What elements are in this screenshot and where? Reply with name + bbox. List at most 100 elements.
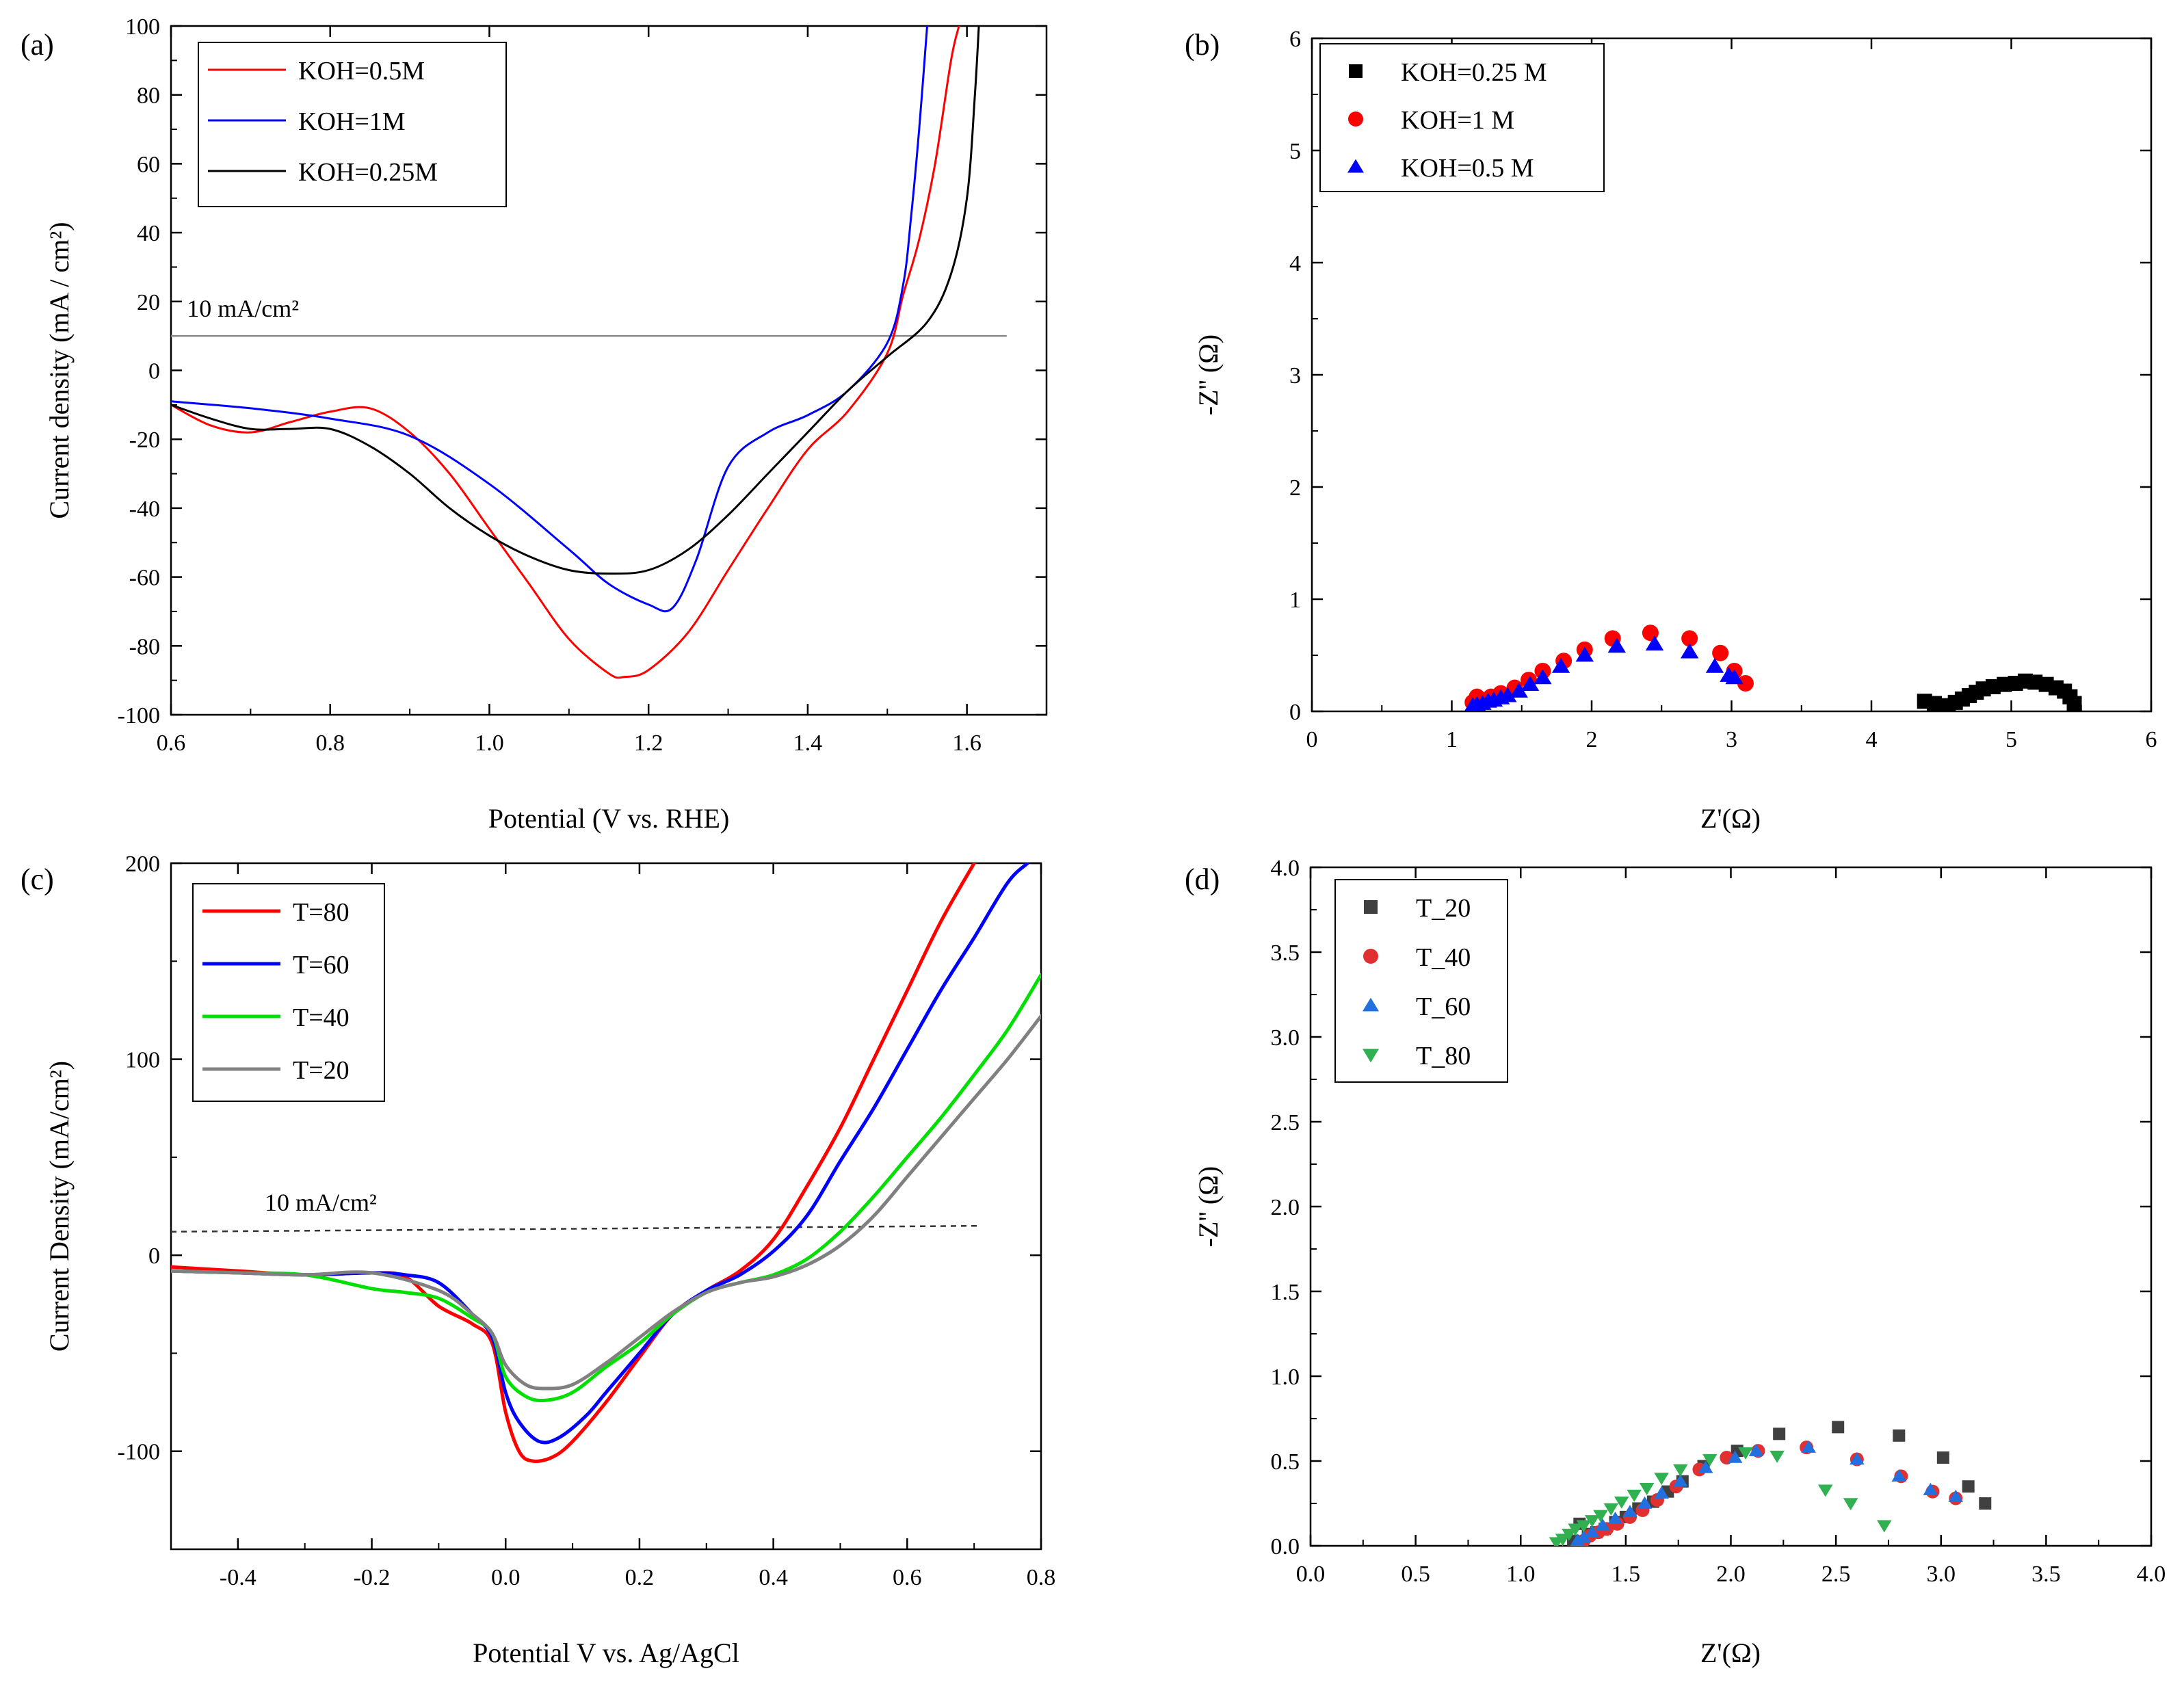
data-point — [1562, 1528, 1577, 1541]
x-tick-label: 0.5 — [1401, 1562, 1430, 1587]
y-tick-label: 3.5 — [1271, 940, 1300, 966]
legend-label: KOH=1M — [298, 107, 406, 136]
series-line — [171, 26, 960, 679]
data-point — [1680, 643, 1699, 659]
x-tick-label: -0.4 — [220, 1565, 256, 1590]
data-point — [1672, 1464, 1688, 1477]
x-tick-label: 5 — [2005, 727, 2017, 752]
legend-label: T=20 — [293, 1056, 350, 1085]
series-line — [171, 1014, 1041, 1391]
data-point — [1593, 1510, 1608, 1523]
data-point — [1654, 1473, 1669, 1486]
plot-area — [1549, 1421, 1992, 1546]
data-point — [1570, 1534, 1585, 1546]
y-tick-label: 0 — [1289, 700, 1301, 725]
series-line — [171, 863, 976, 1463]
x-tick-label: 0.6 — [893, 1565, 922, 1590]
y-tick-label: 3 — [1289, 363, 1301, 389]
legend-marker — [1363, 997, 1379, 1012]
legend-label: T_60 — [1416, 992, 1471, 1021]
y-tick-label: 20 — [137, 290, 160, 315]
data-point — [1923, 1482, 1938, 1495]
y-tick-label: 1.5 — [1271, 1280, 1300, 1305]
y-tick-label: 40 — [137, 221, 160, 246]
legend-label: KOH=1 M — [1401, 106, 1514, 135]
data-point — [1654, 1486, 1669, 1499]
data-point — [1891, 1469, 1907, 1482]
x-axis-title: Potential (V vs. RHE) — [488, 803, 730, 834]
data-point — [1555, 1534, 1570, 1546]
legend-marker — [1347, 159, 1364, 173]
x-tick-label: 0.6 — [157, 731, 186, 756]
x-tick-label: 0.4 — [759, 1565, 788, 1590]
legend: T=80 T=60 T=40 T=20 — [192, 883, 385, 1102]
x-tick-label: 1.0 — [475, 731, 504, 756]
data-point — [1614, 1496, 1629, 1509]
reference-line-label: 10 mA/cm² — [187, 295, 299, 322]
panel-label: (a) — [21, 28, 54, 62]
data-point — [1876, 1520, 1892, 1533]
y-tick-label: -20 — [129, 427, 160, 453]
y-tick-label: 60 — [137, 152, 160, 177]
data-point — [1962, 1480, 1975, 1493]
data-point — [1705, 657, 1724, 673]
data-point — [1510, 682, 1528, 698]
y-tick-label: 2.5 — [1271, 1110, 1300, 1135]
data-point — [1738, 1447, 1753, 1460]
x-tick-label: 4 — [1866, 727, 1878, 752]
plot-area — [171, 863, 1041, 1463]
series-line — [171, 26, 980, 575]
x-tick-label: 0.2 — [625, 1565, 655, 1590]
y-tick-label: -100 — [118, 1440, 160, 1465]
legend-label: T_80 — [1416, 1042, 1471, 1070]
y-tick-label: 0 — [148, 1244, 160, 1269]
legend-box — [1319, 43, 1605, 192]
legend: KOH=0.5M KOH=1M KOH=0.25M — [198, 42, 507, 207]
panel-a: 0.6 0.8 1.0 1.2 1.4 1.6 -100 -80 -60 -40 -20 0 20 40 6… — [21, 14, 1048, 834]
y-tick-label: 1 — [1289, 588, 1301, 613]
data-point — [1948, 1489, 1964, 1502]
panel-label: (d) — [1185, 863, 1220, 896]
y-axis-title: -Z'' (Ω) — [1193, 334, 1224, 416]
data-point — [1936, 1451, 1949, 1464]
y-tick-label: 80 — [137, 83, 160, 109]
data-point — [1843, 1498, 1858, 1511]
x-axis-title: Potential V vs. Ag/AgCl — [473, 1637, 739, 1668]
data-point — [1725, 669, 1744, 685]
y-tick-label: 4 — [1289, 251, 1301, 276]
data-point — [1773, 1428, 1786, 1440]
y-tick-label: 0.0 — [1271, 1534, 1300, 1560]
data-point — [1568, 1523, 1583, 1536]
x-tick-label: 0 — [1306, 727, 1318, 752]
x-tick-label: 1.6 — [952, 731, 982, 756]
y-tick-label: 100 — [125, 14, 160, 40]
data-point — [1645, 635, 1664, 651]
x-tick-label: 0.0 — [491, 1565, 521, 1590]
legend-label: T_20 — [1416, 894, 1471, 923]
y-tick-label: 2.0 — [1271, 1195, 1300, 1220]
y-axis-title: Current density (mA / cm²) — [44, 222, 75, 518]
data-point — [1817, 1484, 1833, 1497]
x-tick-label: 4.0 — [2137, 1562, 2166, 1587]
x-tick-label: 0.0 — [1296, 1562, 1326, 1587]
legend-marker — [1348, 111, 1363, 127]
legend-label: KOH=0.25M — [298, 158, 438, 187]
y-tick-label: 3.0 — [1271, 1025, 1300, 1051]
x-tick-label: 1 — [1446, 727, 1458, 752]
legend-label: T_40 — [1416, 943, 1471, 972]
data-point — [1637, 1496, 1653, 1509]
panel-label: (c) — [21, 863, 54, 896]
data-point — [1622, 1505, 1637, 1518]
legend-label: T=40 — [293, 1003, 350, 1032]
y-tick-label: 6 — [1289, 27, 1301, 52]
data-point — [1584, 1515, 1600, 1528]
y-tick-label: 100 — [125, 1048, 160, 1073]
legend-label: KOH=0.5 M — [1401, 154, 1534, 183]
y-axis-title: Current Density (mA/cm²) — [44, 1061, 75, 1352]
data-point — [1979, 1497, 1992, 1510]
data-point — [1832, 1421, 1845, 1434]
legend-marker — [1364, 900, 1378, 914]
x-tick-label: 2.0 — [1716, 1562, 1746, 1587]
panel-d: 0.0 0.5 1.0 1.5 2.0 2.5 3.0 3.5 4.0 0.0 0.5 1.0 1.5 2… — [1185, 856, 2166, 1668]
